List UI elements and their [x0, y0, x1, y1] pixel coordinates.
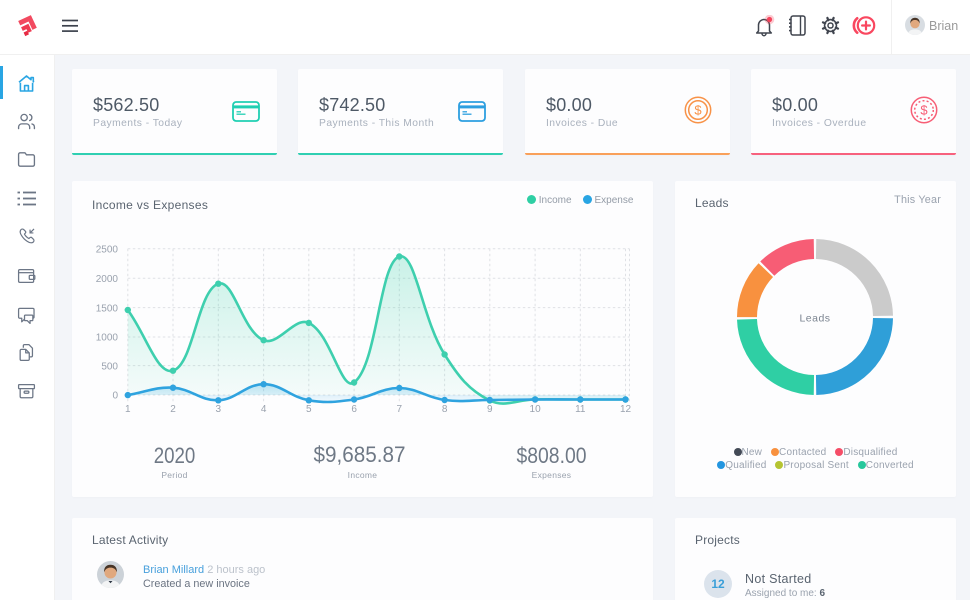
svg-text:1500: 1500 — [96, 303, 119, 314]
svg-text:$: $ — [694, 103, 702, 118]
svg-text:$: $ — [920, 103, 928, 118]
svg-text:0: 0 — [112, 391, 118, 402]
svg-text:1000: 1000 — [96, 333, 119, 344]
svg-text:10: 10 — [530, 404, 542, 415]
svg-text:8: 8 — [442, 404, 448, 415]
svg-text:11: 11 — [575, 404, 586, 415]
svg-text:Leads: Leads — [799, 313, 830, 325]
svg-text:7: 7 — [397, 404, 403, 415]
svg-text:5: 5 — [306, 404, 312, 415]
svg-text:9: 9 — [487, 404, 493, 415]
svg-text:1: 1 — [125, 404, 131, 415]
svg-text:3: 3 — [216, 404, 222, 415]
svg-text:4: 4 — [261, 404, 267, 415]
svg-text:2500: 2500 — [96, 245, 119, 256]
svg-text:6: 6 — [351, 404, 357, 415]
svg-text:2: 2 — [170, 404, 176, 415]
svg-text:500: 500 — [101, 361, 118, 372]
svg-text:12: 12 — [620, 404, 632, 415]
svg-text:2000: 2000 — [96, 274, 119, 285]
